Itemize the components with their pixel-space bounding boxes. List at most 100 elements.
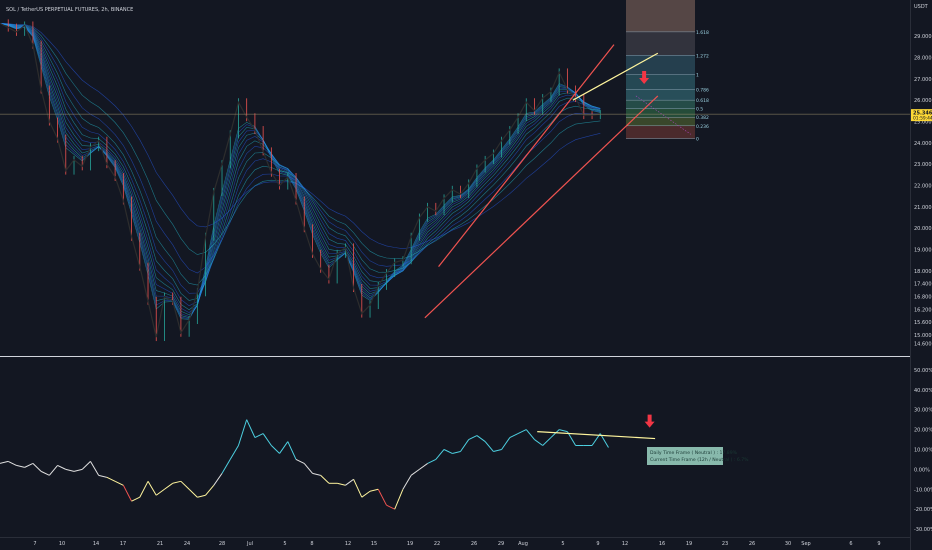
ribbon-line [0, 23, 601, 317]
osc-segment [24, 462, 34, 468]
osc-segment [271, 445, 280, 454]
time-tick-label: 22 [434, 541, 440, 547]
osc-segment [180, 480, 190, 490]
osc-down-arrow-icon [644, 414, 655, 428]
oscillator-axis[interactable]: 50.00% 40.00% 30.00% 20.00% 10.00% 0.00% -10.0… [914, 368, 932, 533]
time-tick-label: 12 [345, 541, 351, 547]
osc-segment [525, 429, 535, 440]
osc-segment [419, 463, 428, 470]
osc-segment [48, 465, 58, 476]
time-tick-label: 15 [371, 541, 377, 547]
price-line [0, 22, 601, 338]
osc-segment [213, 473, 223, 486]
osc-segment [312, 472, 321, 476]
osc-segment [73, 468, 83, 472]
osc-segment [337, 482, 346, 486]
trend-channel[interactable] [424, 44, 691, 319]
fib-extension-zone [626, 0, 695, 32]
time-tick-label: 29 [498, 541, 504, 547]
oscillator-pane[interactable]: 50.00% 40.00% 30.00% 20.00% 10.00% 0.00% -10.0… [0, 368, 932, 533]
time-tick-label: 14 [93, 541, 99, 547]
time-tick-label: 19 [686, 541, 692, 547]
osc-segment [484, 441, 494, 452]
oscillator-annotations [537, 414, 656, 440]
channel-lower[interactable] [424, 95, 659, 319]
osc-segment [155, 488, 165, 496]
time-tick-label: 28 [219, 541, 225, 547]
time-tick-label: 9 [596, 541, 599, 547]
price-tick-label: 18.000 [914, 269, 932, 275]
osc-tick-label: -10.00% [914, 487, 932, 493]
fib-zone [626, 125, 695, 139]
price-tick-label: 17.400 [914, 282, 932, 288]
time-tick-label: 8 [310, 541, 313, 547]
time-tick-label: 21 [157, 541, 163, 547]
price-tick-label: 20.000 [914, 226, 932, 232]
time-tick-label: 26 [471, 541, 477, 547]
time-tick-label: 6 [849, 541, 852, 547]
ribbon-line [0, 23, 601, 260]
osc-segment [345, 478, 354, 486]
osc-segment [287, 441, 297, 460]
time-tick-label: Aug [518, 541, 528, 547]
osc-tick-label: 20.00% [914, 428, 932, 434]
osc-tick-label: -20.00% [914, 507, 932, 513]
osc-segment [550, 429, 560, 438]
fib-zone [626, 89, 695, 101]
fib-zone [626, 108, 695, 118]
price-tick-label: 15.600 [914, 320, 932, 326]
price-tick-label: 28.000 [914, 55, 932, 61]
time-tick-label: 10 [59, 541, 65, 547]
osc-segment [320, 474, 330, 484]
price-tick-label: 14.600 [914, 341, 932, 347]
time-tick-label: 9 [877, 541, 880, 547]
candles [0, 19, 601, 342]
osc-segment [262, 433, 272, 446]
fib-zone [626, 55, 695, 75]
oscillator-legend-box [647, 447, 723, 465]
price-axis[interactable]: 29.000 28.000 27.000 26.000 25.000 24.000 23.0… [910, 0, 932, 550]
price-tick-label: 19.000 [914, 248, 932, 254]
price-tick-label: 24.000 [914, 141, 932, 147]
fib-level-label: 1.272 [696, 53, 709, 59]
channel-upper[interactable] [438, 44, 615, 268]
osc-segment [57, 464, 67, 470]
legend-line-current: Current Time Frame (12h / Neutral ) : 6.… [650, 457, 749, 463]
legend-line-daily: Daily Time Frame ( Neutral ) : 17.89% [650, 450, 738, 456]
time-tick-label: Sep [801, 541, 810, 547]
price-tick-label: 25.000 [914, 120, 932, 126]
price-tick-label: 16.800 [914, 295, 932, 301]
osc-segment [254, 433, 264, 439]
time-tick-label: 23 [722, 541, 728, 547]
osc-segment [229, 445, 239, 460]
osc-tick-label: 50.00% [914, 368, 932, 374]
oscillator-legend: Daily Time Frame ( Neutral ) : 17.89% Cu… [647, 447, 749, 465]
osc-segment [394, 489, 404, 510]
osc-segment [81, 461, 91, 470]
time-tick-label: 5 [561, 541, 564, 547]
resistance-trendline[interactable] [572, 52, 659, 101]
chart-title: SOL / TetherUS PERPETUAL FUTURES, 2h, BI… [6, 7, 133, 13]
osc-segment [8, 460, 17, 466]
price-tick-label: 26.000 [914, 98, 932, 104]
osc-segment [139, 481, 149, 498]
time-tick-label: 16 [659, 541, 665, 547]
osc-segment [0, 460, 9, 464]
osc-tick-label: 0.00% [914, 467, 930, 473]
fibonacci-levels[interactable]: 1.618 1.272 1 0.786 0.618 0.5 0.382 0.236 0 [626, 0, 709, 143]
osc-segment [476, 435, 486, 442]
time-axis[interactable]: 7 10 14 17 21 24 28 Jul 5 8 12 15 19 22 26 29 Aug 5 9 12 16 1… [0, 537, 910, 548]
ribbon-line [0, 23, 601, 274]
osc-segment [40, 470, 50, 476]
osc-segment [452, 450, 461, 454]
price-label-box [911, 109, 932, 122]
osc-segment [131, 496, 141, 502]
osc-segment [410, 468, 420, 476]
osc-segment [386, 504, 395, 510]
osc-segment [106, 476, 116, 482]
fib-zone [626, 100, 695, 109]
